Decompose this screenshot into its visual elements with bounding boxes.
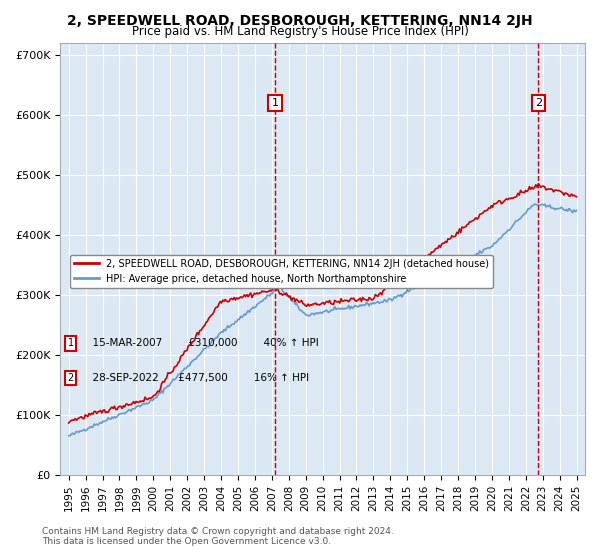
Text: Contains HM Land Registry data © Crown copyright and database right 2024.
This d: Contains HM Land Registry data © Crown c… bbox=[42, 526, 394, 546]
Text: 2: 2 bbox=[68, 373, 74, 383]
Text: 1: 1 bbox=[68, 338, 74, 348]
Legend: 2, SPEEDWELL ROAD, DESBOROUGH, KETTERING, NN14 2JH (detached house), HPI: Averag: 2, SPEEDWELL ROAD, DESBOROUGH, KETTERING… bbox=[70, 255, 493, 288]
Text: 2, SPEEDWELL ROAD, DESBOROUGH, KETTERING, NN14 2JH: 2, SPEEDWELL ROAD, DESBOROUGH, KETTERING… bbox=[67, 14, 533, 28]
Text: 1: 1 bbox=[272, 98, 279, 108]
Text: 28-SEP-2022      £477,500        16% ↑ HPI: 28-SEP-2022 £477,500 16% ↑ HPI bbox=[86, 373, 310, 383]
Text: 15-MAR-2007        £310,000        40% ↑ HPI: 15-MAR-2007 £310,000 40% ↑ HPI bbox=[86, 338, 319, 348]
Text: Price paid vs. HM Land Registry's House Price Index (HPI): Price paid vs. HM Land Registry's House … bbox=[131, 25, 469, 38]
Text: 2: 2 bbox=[535, 98, 542, 108]
